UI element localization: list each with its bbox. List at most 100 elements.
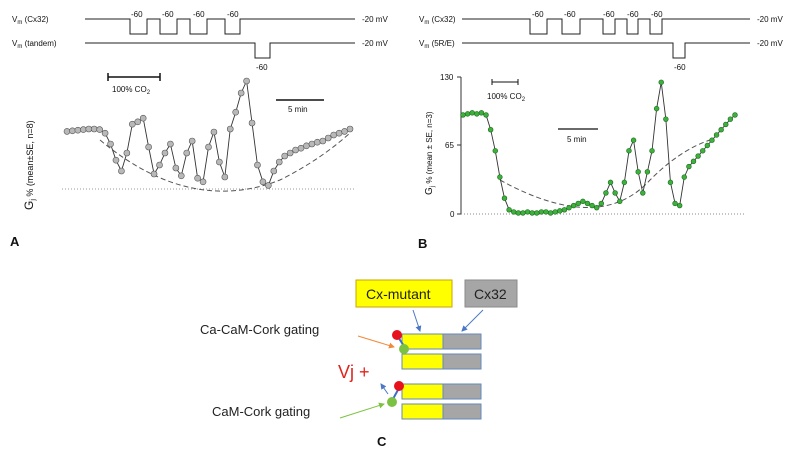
cx32-bar: [442, 383, 482, 400]
data-point: [281, 152, 288, 160]
cx32-label-box: [464, 279, 518, 308]
series-line: [462, 82, 736, 214]
cx32-label: Cx32: [474, 286, 507, 302]
panel-b-vm-cx32-label: Vm (Cx32): [419, 15, 456, 26]
panel-b-vm-cx32-line: Vm (Cx32) -60 -60 -60 -60 -60 -20 mV: [419, 10, 783, 35]
data-point: [469, 110, 475, 116]
data-point: [80, 126, 87, 133]
data-point: [464, 111, 471, 117]
data-point: [570, 202, 577, 209]
data-point: [90, 125, 98, 133]
panel-b-time-scale: 5 min: [558, 128, 598, 144]
data-point: [123, 149, 131, 157]
panel-a: Vm (Cx32) -60 -60 -60 -60 -20 mV Vm (tan…: [10, 10, 388, 249]
data-point: [713, 132, 720, 138]
panel-a-step-1: -60: [131, 10, 143, 19]
data-point: [695, 153, 701, 159]
panel-b-vm-cx32-end: -20 mV: [757, 15, 783, 24]
panel-a-time-label: 5 min: [288, 105, 308, 114]
panel-b-ytick-label-130: 130: [440, 73, 454, 82]
data-point: [607, 179, 614, 186]
panel-a-time-scale: 5 min: [276, 99, 324, 114]
data-point: [658, 79, 664, 85]
ca-cam-cork-label: Ca-CaM-Cork gating: [200, 322, 319, 337]
green-ball-bottom: [387, 397, 397, 407]
cx32-bar: [442, 353, 482, 370]
panel-a-tandem-step: -60: [256, 63, 268, 72]
data-point: [194, 174, 201, 182]
data-point: [221, 173, 229, 181]
panel-b-step-3: -60: [603, 10, 615, 19]
data-point: [101, 129, 109, 137]
data-point: [538, 209, 545, 215]
panel-c-letter: C: [377, 434, 387, 449]
data-point: [226, 125, 234, 133]
mutant-bar: [401, 383, 445, 400]
data-point: [524, 209, 531, 215]
panel-b-vm-5re-end: -20 mV: [757, 39, 783, 48]
cx32-arrow: [461, 309, 484, 332]
data-point: [134, 118, 142, 126]
panel-b-vm-5re-line: Vm (5R/E) -60 -20 mV: [419, 39, 783, 72]
data-point: [686, 163, 692, 170]
data-point: [297, 144, 305, 152]
panel-c: Cx-mutant Cx32 Ca-CaM-Cork gati: [200, 279, 518, 449]
data-point: [580, 198, 586, 205]
panel-b-ytick-label-65: 65: [445, 141, 454, 150]
panel-a-vm-tandem-line: Vm (tandem) -60 -20 mV: [12, 39, 388, 72]
data-point: [552, 209, 558, 215]
data-point: [520, 210, 526, 216]
data-point: [303, 142, 310, 150]
data-point: [593, 204, 600, 211]
data-point: [177, 172, 185, 180]
panel-b-co2-bar: 100% CO2: [487, 79, 526, 103]
panel-b-step-1: -60: [532, 10, 544, 19]
data-point: [161, 149, 169, 157]
cx-mutant-label: Cx-mutant: [366, 286, 431, 302]
data-point: [547, 210, 554, 216]
data-point: [183, 149, 191, 157]
data-point: [603, 190, 609, 196]
panel-b-letter: B: [418, 236, 427, 251]
panel-a-step-3: -60: [193, 10, 205, 19]
data-point: [346, 125, 354, 133]
data-point: [557, 208, 563, 214]
data-point: [681, 174, 687, 180]
panel-a-step-2: -60: [162, 10, 174, 19]
ca-cam-arrow: [357, 335, 395, 349]
panel-a-co2-label: 100% CO2: [112, 85, 151, 96]
data-point: [723, 121, 729, 128]
panel-a-letter: A: [10, 234, 20, 249]
vj-label: Vj +: [338, 362, 370, 382]
panel-a-vm-cx32-line: Vm (Cx32) -60 -60 -60 -60 -20 mV: [12, 10, 388, 35]
data-point: [497, 174, 503, 180]
data-point: [156, 161, 163, 169]
data-point: [74, 126, 82, 134]
connexin-pair-bottom: [401, 383, 482, 420]
data-point: [649, 148, 655, 154]
panel-a-chart: [63, 77, 354, 189]
data-point: [501, 195, 508, 201]
data-point: [275, 158, 283, 166]
data-point: [566, 204, 572, 211]
panel-a-co2-bar: 100% CO2: [107, 73, 161, 96]
green-ball-top: [399, 344, 409, 354]
panel-b-ytick-label-0: 0: [450, 210, 455, 219]
panel-b-co2-label: 100% CO2: [487, 92, 526, 103]
data-point: [621, 179, 628, 186]
cx32-bar: [442, 403, 482, 420]
data-point: [199, 178, 207, 186]
data-point: [515, 210, 522, 216]
data-point: [612, 190, 618, 196]
data-point: [543, 209, 549, 215]
panel-a-vm-tandem-end: -20 mV: [362, 39, 388, 48]
data-point: [478, 110, 485, 116]
data-point: [635, 169, 641, 175]
data-point: [243, 77, 250, 85]
data-point: [704, 142, 711, 149]
data-point: [483, 112, 489, 118]
data-point: [732, 112, 738, 118]
panel-b-step-2: -60: [564, 10, 576, 19]
data-point: [292, 146, 299, 154]
data-point: [172, 164, 180, 172]
